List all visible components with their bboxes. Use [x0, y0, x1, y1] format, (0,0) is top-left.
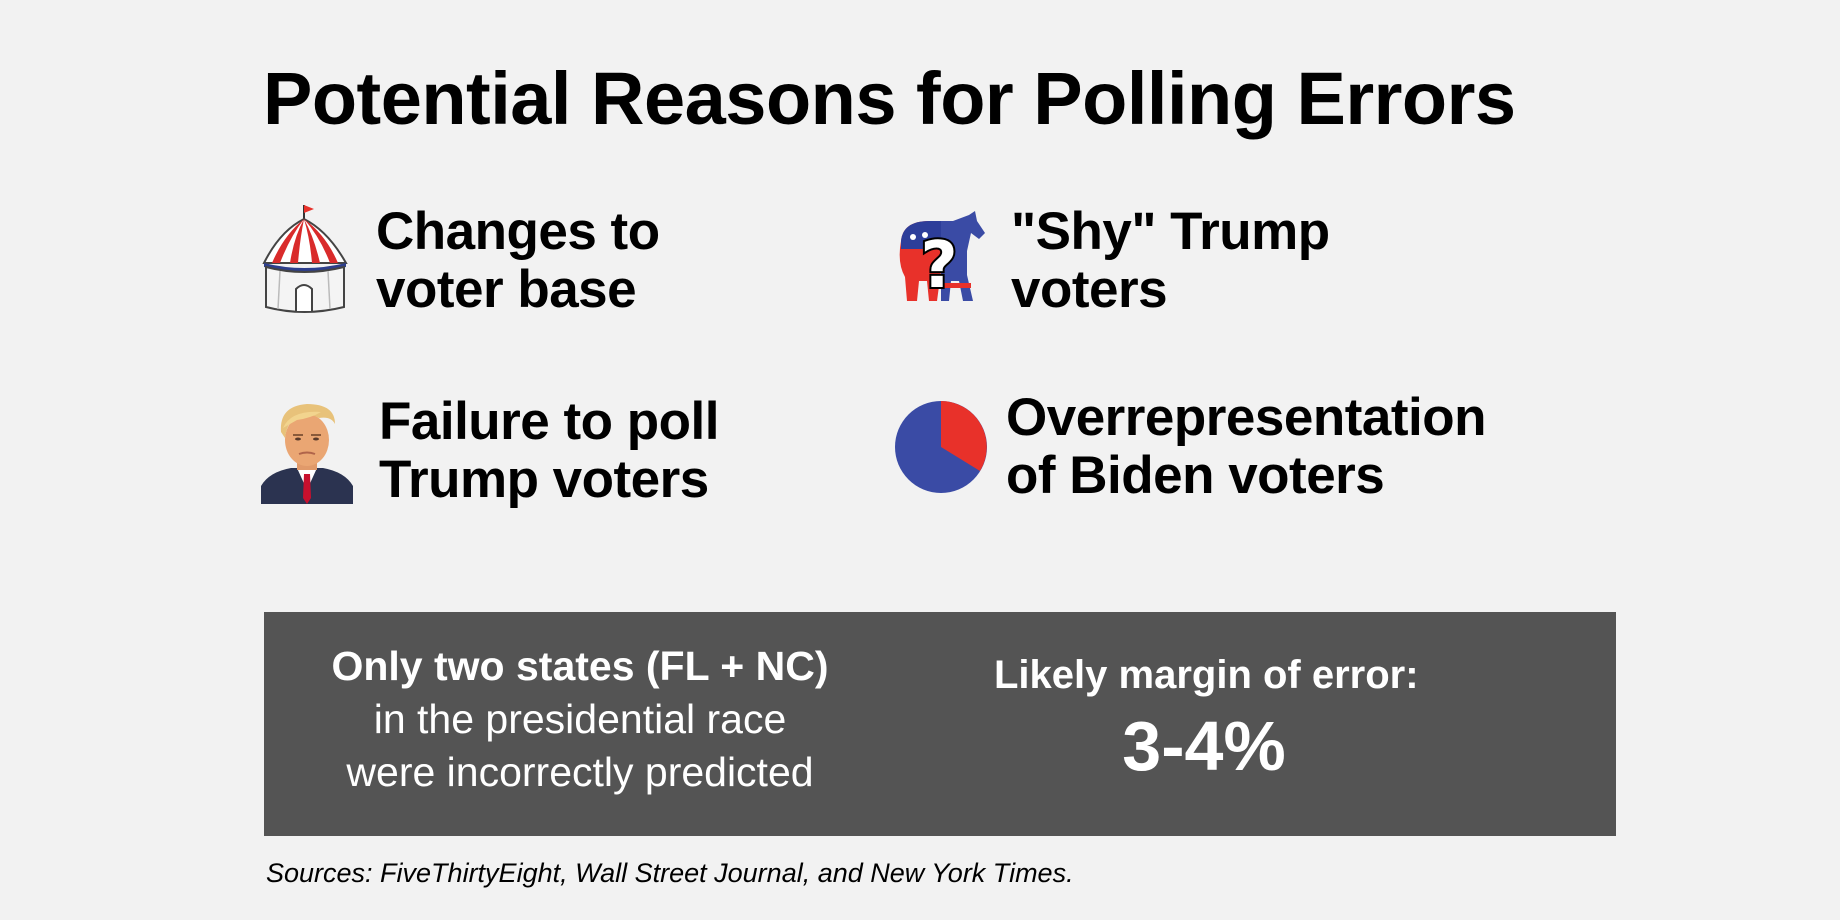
reason-label: "Shy" Trump voters: [1011, 202, 1330, 319]
states-note-line: in the presidential race: [373, 696, 787, 742]
reason-overrepresentation: Overrepresentation of Biden voters: [894, 389, 1486, 505]
reason-label: Failure to poll Trump voters: [379, 392, 719, 509]
states-note-line: were incorrectly predicted: [346, 749, 814, 795]
circus-tent-icon: [262, 205, 348, 313]
donkey-elephant-question-icon: ?: [899, 211, 985, 305]
states-note: Only two states (FL + NC) in the preside…: [328, 640, 832, 799]
callout-box: Only two states (FL + NC) in the preside…: [264, 612, 1616, 836]
trump-portrait-icon: [261, 404, 353, 504]
reason-label: Changes to voter base: [376, 202, 660, 319]
states-note-strong: Only two states (FL + NC): [331, 643, 829, 689]
page-title: Potential Reasons for Polling Errors: [263, 57, 1516, 140]
svg-text:?: ?: [920, 229, 957, 303]
margin-of-error-heading: Likely margin of error:: [994, 653, 1419, 697]
reason-label: Overrepresentation of Biden voters: [1006, 388, 1486, 505]
reason-failure-to-poll: Failure to poll Trump voters: [261, 393, 719, 509]
reason-voter-base: Changes to voter base: [260, 203, 660, 319]
sources-note: Sources: FiveThirtyEight, Wall Street Jo…: [266, 858, 1074, 888]
reason-shy-trump-voters: ? "Shy" Trump voters: [893, 203, 1330, 319]
margin-of-error-value: 3-4%: [1122, 707, 1286, 785]
margin-of-error: Likely margin of error: 3-4%: [994, 650, 1419, 786]
pie-chart-icon: [895, 401, 987, 493]
